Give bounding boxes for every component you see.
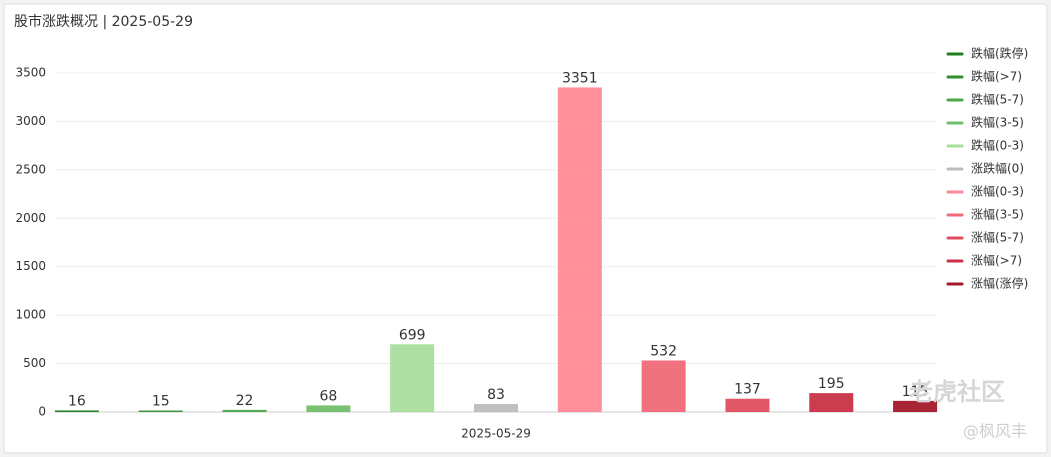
data-label: 3351 — [562, 70, 598, 86]
bar — [641, 360, 686, 412]
bar — [893, 400, 938, 412]
legend-label: 跌幅(3-5) — [971, 115, 1024, 130]
y-tick-label: 500 — [23, 356, 46, 370]
bar — [474, 403, 518, 412]
x-tick-label: 2025-05-29 — [461, 427, 531, 441]
legend-label: 涨跌幅(0) — [971, 161, 1024, 176]
bar — [557, 87, 602, 413]
card — [3, 3, 1048, 454]
data-label: 16 — [68, 393, 86, 409]
legend-label: 跌幅(0-3) — [971, 138, 1024, 153]
y-tick-label: 1000 — [15, 308, 46, 322]
y-tick-label: 3500 — [15, 66, 46, 80]
data-label: 699 — [399, 327, 426, 343]
y-tick-label: 2500 — [15, 162, 46, 176]
bar — [306, 405, 351, 412]
watermark: @枫风丰 — [963, 422, 1027, 441]
watermark: 老虎社区 — [909, 378, 1005, 406]
data-label: 68 — [319, 388, 337, 404]
data-label: 532 — [650, 343, 677, 359]
legend-label: 跌幅(5-7) — [971, 92, 1024, 107]
y-tick-label: 0 — [38, 405, 46, 419]
bar — [222, 409, 267, 412]
bar — [390, 344, 435, 412]
data-label: 137 — [734, 382, 761, 398]
legend-label: 跌幅(>7) — [971, 69, 1022, 84]
data-label: 115 — [902, 384, 929, 400]
legend-label: 跌幅(跌停) — [971, 46, 1028, 61]
bar — [54, 410, 99, 412]
legend-label: 涨幅(涨停) — [971, 276, 1028, 291]
chart-title: 股市涨跌概况 | 2025-05-29 — [14, 13, 193, 30]
legend-label: 涨幅(5-7) — [971, 230, 1024, 245]
y-tick-label: 3000 — [15, 114, 46, 128]
data-label: 15 — [152, 394, 170, 410]
bar — [725, 398, 770, 412]
legend-label: 涨幅(>7) — [971, 253, 1022, 268]
bar — [138, 410, 183, 412]
data-label: 22 — [236, 393, 254, 409]
y-tick-label: 2000 — [15, 211, 46, 225]
data-label: 83 — [487, 387, 505, 403]
bar — [809, 393, 854, 412]
data-label: 195 — [818, 376, 845, 392]
y-tick-label: 1500 — [15, 259, 46, 273]
legend-label: 涨幅(0-3) — [971, 184, 1024, 199]
legend-label: 涨幅(3-5) — [971, 207, 1024, 222]
